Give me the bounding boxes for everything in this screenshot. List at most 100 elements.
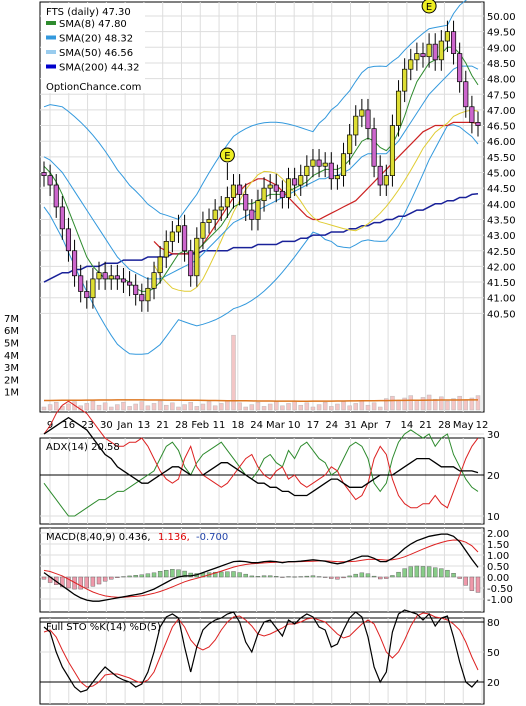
price-tick-label: 47.00 [487, 106, 516, 117]
macd-histogram-bar [396, 571, 401, 578]
volume-tick-label: 5M [4, 339, 19, 350]
candle-body [133, 284, 139, 295]
macd-histogram-bar [225, 571, 230, 578]
volume-bar [341, 401, 346, 411]
candle-body [102, 272, 108, 280]
macd-histogram-bar [316, 576, 322, 578]
volume-bar [396, 400, 401, 411]
candle-body [163, 241, 169, 258]
plus-di-line [43, 429, 479, 517]
candle-body [90, 278, 96, 299]
legend-background [41, 3, 145, 93]
candle-body [218, 206, 224, 211]
macd-histogram-bar [451, 573, 456, 578]
macd-histogram-bar [414, 565, 420, 578]
price-tick-label: 46.50 [487, 122, 516, 133]
volume-tick-label: 4M [4, 351, 19, 362]
macd-histogram-bar [359, 572, 365, 578]
candle-body [169, 231, 175, 242]
volume-bar [127, 406, 132, 411]
volume-bar [231, 334, 236, 411]
macd-histogram-bar [341, 576, 346, 579]
volume-tick-label: 6M [4, 326, 19, 337]
candle-body [237, 184, 243, 195]
x-tick-label: 12 [476, 420, 489, 431]
candle-body [139, 294, 145, 302]
volume-bar [384, 398, 389, 411]
candle-body [151, 272, 157, 289]
macd-histogram-bar [121, 576, 126, 578]
x-tick-label: 11 [213, 420, 226, 431]
legend-label: SMA(8) 47.80 [59, 19, 127, 30]
macd-histogram-bar [66, 576, 71, 589]
volume-bar [439, 396, 444, 411]
legend-swatch [46, 21, 56, 25]
candle-body [408, 59, 414, 70]
price-tick-label: 47.50 [487, 90, 516, 101]
price-tick-label: 42.50 [487, 247, 516, 258]
macd-tick-label: -1.00 [487, 595, 513, 606]
volume-bar [41, 406, 47, 411]
x-tick-label: 21 [156, 420, 169, 431]
candle-body [212, 209, 218, 220]
macd-histogram-bar [243, 573, 248, 578]
adx-line [43, 416, 479, 497]
macd-histogram-bar [219, 571, 224, 578]
macd-histogram-bar [353, 573, 358, 578]
candle-body [285, 178, 292, 198]
macd-histogram-bar [249, 575, 255, 578]
macd-histogram-bar [145, 573, 151, 578]
sma20-line [43, 65, 479, 280]
macd-histogram-bar [377, 576, 383, 580]
volume-bar [157, 400, 163, 411]
candle-body [469, 106, 475, 123]
candle-body [96, 272, 102, 280]
x-tick-label: 24 [250, 420, 263, 431]
macd-histogram-bar [182, 570, 187, 578]
candle-body [334, 175, 340, 180]
volume-bar [304, 402, 310, 411]
price-tick-label: 49.00 [487, 43, 516, 54]
macd-histogram-bar [78, 576, 83, 590]
macd-tick-label: 0.50 [487, 562, 509, 573]
macd-line [43, 533, 479, 602]
earnings-marker-label: E [224, 151, 230, 162]
macd-histogram-bar [90, 576, 96, 587]
candle-body [475, 122, 481, 126]
volume-bar [359, 400, 365, 411]
legend-label: SMA(50) 46.56 [59, 48, 133, 59]
candle-body [78, 275, 84, 292]
candle-body [194, 237, 200, 277]
candle-body [108, 275, 114, 280]
volume-bar [286, 403, 291, 411]
candle-body [224, 197, 230, 208]
volume-bar [115, 404, 120, 411]
price-tick-label: 45.00 [487, 169, 516, 180]
volume-bar [84, 403, 90, 411]
volume-bar [66, 403, 71, 411]
sma200-line [43, 193, 479, 283]
candle-body [175, 225, 182, 233]
price-tick-label: 49.50 [487, 28, 516, 39]
volume-bar [347, 405, 352, 411]
volume-bar [170, 402, 175, 411]
volume-bar [280, 405, 285, 411]
volume-bar [206, 401, 212, 411]
volume-bar [469, 397, 475, 411]
candle-body [243, 194, 249, 211]
x-tick-label: 13 [138, 420, 151, 431]
macd-histogram-bar [310, 575, 316, 578]
macd-tick-label: -0.50 [487, 584, 513, 595]
macd-tick-label: 1.00 [487, 551, 509, 562]
price-tick-label: 44.00 [487, 200, 516, 211]
volume-bar [133, 403, 138, 411]
x-tick-label: 7 [385, 420, 391, 431]
x-tick-label: 10 [288, 420, 301, 431]
volume-bar [457, 395, 462, 411]
candle-body [298, 175, 304, 186]
x-tick-label: 31 [344, 420, 357, 431]
macd-histogram-bar [274, 576, 279, 578]
legend-swatch [46, 64, 56, 69]
candle-body [120, 278, 127, 283]
price-tick-label: 42.00 [487, 262, 516, 273]
